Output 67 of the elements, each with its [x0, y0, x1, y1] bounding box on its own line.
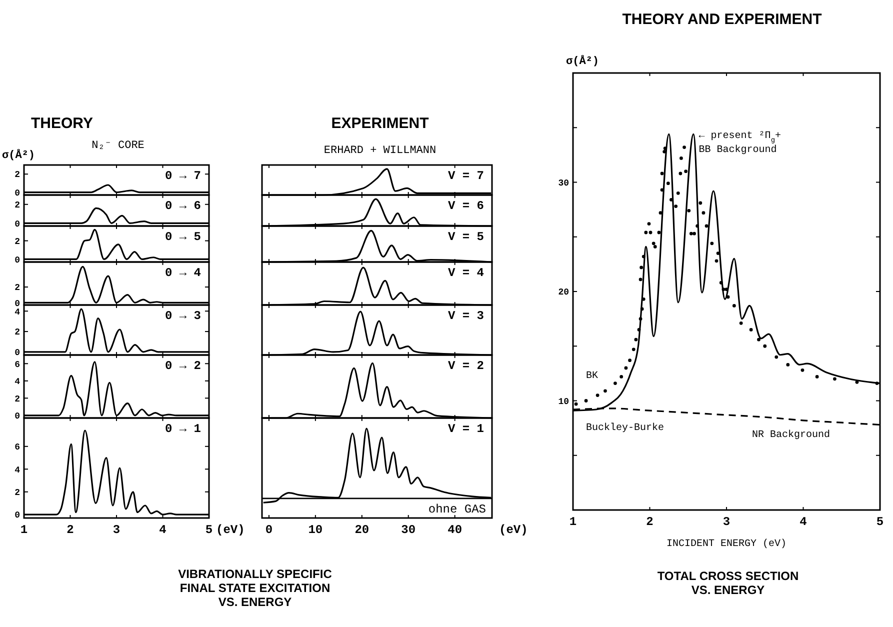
chart-subtitle: N₂⁻ CORE	[92, 140, 145, 152]
legend-label: V = 1	[448, 422, 484, 436]
annotation: ← present ²Π$_{g}$+ BB Background	[698, 131, 782, 156]
x-tick-label: 10	[308, 523, 323, 537]
x-tick-label: 30	[401, 523, 416, 537]
x-tick-label: 0	[265, 523, 273, 537]
y-tick-label: 2	[14, 488, 20, 498]
y-tick-label: 0	[14, 219, 20, 230]
x-tick-label: 20	[354, 523, 370, 537]
y-tick-label: 6	[14, 360, 20, 370]
y-tick-label: 4	[14, 465, 21, 476]
y-tick-label: 2	[14, 283, 20, 294]
y-tick-label: 4	[14, 377, 21, 388]
y-tick-label: 2	[14, 200, 20, 211]
chart-subtitle: ERHARD + WILLMANN	[324, 145, 436, 157]
y-tick-label: 2	[14, 236, 20, 247]
x-tick-label: 40	[448, 523, 462, 537]
y-tick-label: 6	[14, 442, 20, 453]
x-tick-label: 2	[66, 523, 74, 537]
y-tick-label: 10	[558, 396, 569, 407]
legend-label: 0 → 2	[164, 359, 201, 373]
chart-title: EXPERIMENT	[331, 115, 429, 132]
legend-label: V = 4	[448, 266, 484, 280]
legend-label: 0 → 6	[164, 199, 201, 213]
y-tick-label: 2	[14, 328, 20, 338]
x-axis-title: INCIDENT ENERGY (eV)	[666, 538, 787, 550]
legend-label: 0 → 5	[164, 230, 201, 244]
y-tick-label: 0	[14, 348, 20, 358]
x-tick-label: 4	[159, 523, 166, 537]
y-tick-label: 30	[558, 178, 569, 188]
x-tick-label: 2	[646, 515, 654, 529]
text: VIBRATIONALLY SPECIFIC FINAL STATE EXCITATION VS. ENERGY	[178, 567, 332, 609]
y-axis-title: σ(Å²)	[2, 148, 36, 162]
y-tick-label: 20	[558, 288, 569, 298]
y-tick-label: 4	[14, 307, 21, 318]
annotation: BK	[586, 371, 598, 382]
x-tick-label: 1	[20, 523, 28, 537]
annotation: NR Background	[752, 429, 830, 441]
legend-label: 0 → 4	[164, 266, 201, 280]
legend-label: V = 6	[448, 199, 484, 213]
y-tick-label: 0	[14, 188, 20, 198]
y-tick-label: 2	[14, 394, 20, 404]
legend-label: V = 2	[448, 359, 484, 373]
x-tick-label: 5	[205, 523, 213, 537]
legend-label: 0 → 1	[164, 422, 201, 436]
text: TOTAL CROSS SECTION VS. ENERGY	[657, 569, 799, 597]
y-tick-label: 0	[14, 255, 20, 266]
legend-label: V = 5	[448, 230, 484, 244]
y-axis-title: σ(Å²)	[566, 54, 600, 68]
x-axis-title: (eV)	[216, 523, 245, 537]
legend-label: V = 3	[448, 309, 484, 323]
x-tick-label: 3	[112, 523, 120, 537]
x-tick-label: 4	[800, 515, 807, 529]
annotation: Buckley-Burke	[586, 422, 664, 434]
legend-label: V = 7	[448, 169, 484, 183]
y-tick-label: 0	[14, 412, 20, 422]
ref-line-label: ohne GAS	[428, 502, 486, 516]
x-tick-label: 3	[722, 515, 730, 529]
y-tick-label: 2	[14, 170, 20, 180]
legend-label: 0 → 3	[164, 309, 201, 323]
x-axis-title: (eV)	[499, 523, 528, 537]
legend-label: 0 → 7	[164, 169, 201, 183]
y-tick-label: 0	[14, 298, 20, 309]
chart-title: THEORY AND EXPERIMENT	[622, 11, 822, 28]
x-tick-label: 1	[569, 515, 577, 529]
chart-title: THEORY	[31, 115, 93, 132]
x-tick-label: 5	[876, 515, 884, 529]
